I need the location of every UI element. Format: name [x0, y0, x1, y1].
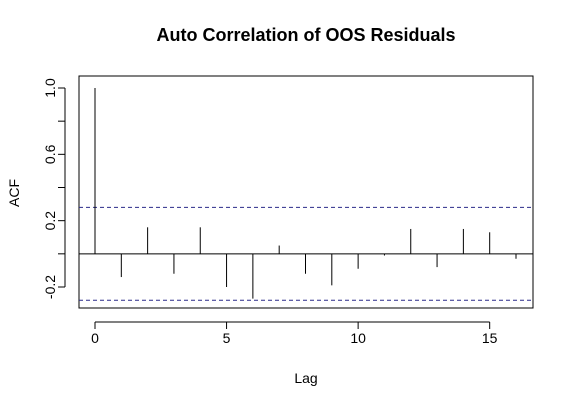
y-axis-label: ACF [6, 179, 22, 207]
x-tick-label: 0 [91, 330, 99, 346]
x-axis-label: Lag [294, 370, 317, 386]
x-tick-label: 15 [482, 330, 498, 346]
y-tick-label: 0.6 [42, 144, 58, 164]
x-tick-label: 5 [223, 330, 231, 346]
x-tick-label: 10 [350, 330, 366, 346]
y-tick-label: 0.2 [42, 211, 58, 231]
y-tick-label: -0.2 [42, 275, 58, 299]
chart-marks: 0 5 10 15 -0.2 0.2 0.6 1.0 [42, 78, 533, 346]
chart-title: Auto Correlation of OOS Residuals [156, 25, 455, 45]
plot-frame [78, 75, 534, 309]
y-tick-label: 1.0 [42, 78, 58, 98]
